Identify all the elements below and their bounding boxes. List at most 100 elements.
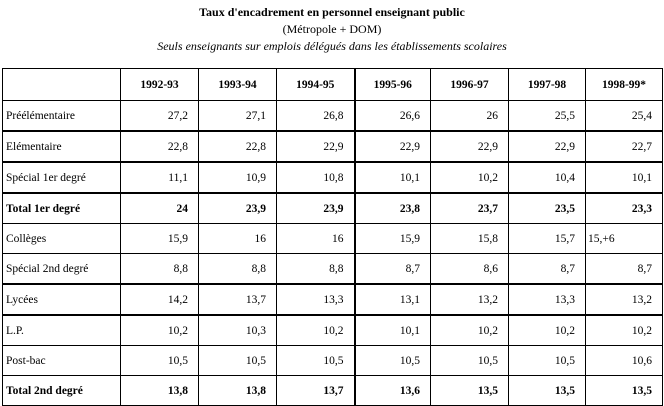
cell-value: 10,5 <box>198 345 277 376</box>
table-row: L.P. 10,2 10,3 10,2 10,1 10,2 10,2 10,2 <box>2 314 663 346</box>
table-row: Spécial 1er degré 11,1 10,9 10,8 10,1 10,2 10,… <box>2 161 663 194</box>
cell-value: 25,4 <box>585 100 663 132</box>
data-table: 1992-93 1993-94 1994-95 1995-96 1996-97 1997-… <box>2 68 663 406</box>
cell-value: 13,5 <box>585 375 663 406</box>
cell-value: 13,6 <box>353 375 431 406</box>
cell-value: 13,3 <box>508 283 586 316</box>
cell-value: 10,5 <box>430 345 509 376</box>
row-label: Lycées <box>2 283 121 316</box>
cell-value: 10,5 <box>276 345 355 376</box>
column-header: 1995-96 <box>353 68 431 101</box>
cell-value: 13,2 <box>430 283 509 316</box>
cell-value: 15,7 <box>508 223 586 254</box>
column-header: 1998-99* <box>585 68 663 101</box>
row-label: Elémentaire <box>2 130 121 163</box>
row-label: Spécial 2nd degré <box>2 253 121 285</box>
cell-value: 10,3 <box>198 314 277 346</box>
column-header: 1994-95 <box>276 68 355 101</box>
table-row: Post-bac 10,5 10,5 10,5 10,5 10,5 10,5 10,6 <box>2 345 663 376</box>
table-row: Elémentaire 22,8 22,8 22,9 22,9 22,9 22,9 22,7 <box>2 130 663 163</box>
table-row: Lycées 14,2 13,7 13,3 13,1 13,2 13,3 13,2 <box>2 283 663 316</box>
cell-value: 24 <box>120 192 199 224</box>
cell-value: 10,1 <box>353 161 431 194</box>
cell-value: 13,8 <box>198 375 277 406</box>
cell-value: 10,8 <box>276 161 355 194</box>
header-row: 1992-93 1993-94 1994-95 1995-96 1996-97 1997-… <box>2 68 663 101</box>
cell-value: 10,2 <box>430 161 509 194</box>
table-row: Total 2nd degré 13,8 13,8 13,7 13,6 13,5 13,5 1… <box>2 375 663 406</box>
cell-value: 14,2 <box>120 283 199 316</box>
cell-value: 10,2 <box>120 314 199 346</box>
cell-value: 13,5 <box>508 375 586 406</box>
cell-value: 22,9 <box>508 130 586 163</box>
cell-value: 16 <box>276 223 355 254</box>
cell-value: 25,5 <box>508 100 586 132</box>
column-header: 1993-94 <box>198 68 277 101</box>
table-row: Total 1er degré 24 23,9 23,9 23,8 23,7 23,5 23,… <box>2 192 663 224</box>
cell-value: 8,7 <box>353 253 431 285</box>
cell-value: 10,2 <box>508 314 586 346</box>
row-label: Post-bac <box>2 345 121 376</box>
table-title: Taux d'encadrement en personnel enseigna… <box>199 5 465 19</box>
table-row: Collèges 15,9 16 16 15,9 15,8 15,7 15,+6 <box>2 223 663 254</box>
cell-value: 13,7 <box>276 375 355 406</box>
row-label: Collèges <box>2 223 121 254</box>
cell-value: 10,5 <box>508 345 586 376</box>
cell-value: 10,5 <box>120 345 199 376</box>
cell-value: 23,5 <box>508 192 586 224</box>
cell-value: 13,8 <box>120 375 199 406</box>
cell-value: 8,8 <box>198 253 277 285</box>
cell-value: 23,8 <box>353 192 431 224</box>
cell-value: 8,7 <box>508 253 586 285</box>
row-label: L.P. <box>2 314 121 346</box>
cell-value: 13,2 <box>585 283 663 316</box>
cell-value: 26 <box>430 100 509 132</box>
cell-value: 22,9 <box>276 130 355 163</box>
cell-value: 13,1 <box>353 283 431 316</box>
cell-value: 27,2 <box>120 100 199 132</box>
cell-value: 22,9 <box>353 130 431 163</box>
cell-value: 15,9 <box>353 223 431 254</box>
cell-value: 26,6 <box>353 100 431 132</box>
title-block: Taux d'encadrement en personnel enseigna… <box>0 0 664 55</box>
cell-value: 27,1 <box>198 100 277 132</box>
header-corner <box>2 68 121 101</box>
cell-value: 22,9 <box>430 130 509 163</box>
row-label: Total 2nd degré <box>2 375 121 406</box>
cell-value: 26,8 <box>276 100 355 132</box>
cell-value: 8,7 <box>585 253 663 285</box>
column-header: 1992-93 <box>120 68 199 101</box>
cell-value: 8,8 <box>276 253 355 285</box>
cell-value: 23,3 <box>585 192 663 224</box>
cell-value: 22,8 <box>198 130 277 163</box>
cell-value: 10,5 <box>353 345 431 376</box>
cell-value: 22,8 <box>120 130 199 163</box>
cell-value: 10,1 <box>585 161 663 194</box>
column-header: 1996-97 <box>430 68 509 101</box>
cell-value: 8,6 <box>430 253 509 285</box>
cell-value: 10,4 <box>508 161 586 194</box>
column-header: 1997-98 <box>508 68 586 101</box>
cell-value: 10,9 <box>198 161 277 194</box>
cell-value: 16 <box>198 223 277 254</box>
cell-value: 10,6 <box>585 345 663 376</box>
row-label: Total 1er degré <box>2 192 121 224</box>
table-subtitle: (Métropole + DOM) <box>282 22 382 36</box>
cell-value: 22,7 <box>585 130 663 163</box>
row-label: Préélémentaire <box>2 100 121 132</box>
cell-value: 23,7 <box>430 192 509 224</box>
cell-value: 23,9 <box>198 192 277 224</box>
table-row: Préélémentaire 27,2 27,1 26,8 26,6 26 25,5 25,4 <box>2 100 663 132</box>
row-label: Spécial 1er degré <box>2 161 121 194</box>
cell-value: 10,2 <box>585 314 663 346</box>
cell-value: 13,5 <box>430 375 509 406</box>
cell-value: 15,+6 <box>585 223 663 254</box>
cell-value: 11,1 <box>120 161 199 194</box>
cell-value: 13,3 <box>276 283 355 316</box>
cell-value: 15,8 <box>430 223 509 254</box>
cell-value: 13,7 <box>198 283 277 316</box>
cell-value: 10,1 <box>353 314 431 346</box>
cell-value: 10,2 <box>276 314 355 346</box>
cell-value: 10,2 <box>430 314 509 346</box>
cell-value: 8,8 <box>120 253 199 285</box>
